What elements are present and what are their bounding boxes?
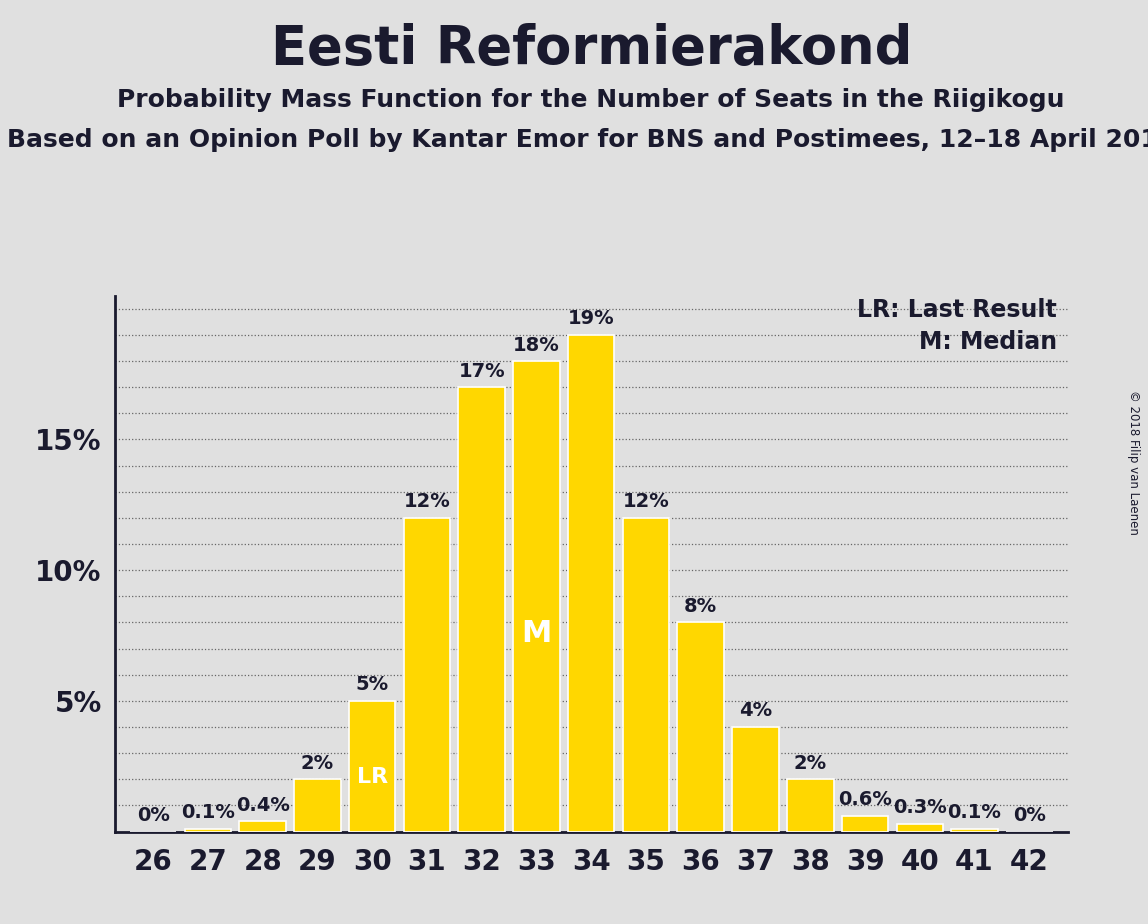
- Bar: [349, 701, 395, 832]
- Bar: [294, 779, 341, 832]
- Text: 19%: 19%: [568, 310, 614, 328]
- Bar: [185, 829, 231, 832]
- Text: 0.1%: 0.1%: [181, 804, 235, 822]
- Text: © 2018 Filip van Laenen: © 2018 Filip van Laenen: [1127, 390, 1140, 534]
- Text: 0.3%: 0.3%: [893, 798, 947, 817]
- Text: 0.4%: 0.4%: [235, 796, 289, 815]
- Bar: [458, 387, 505, 832]
- Text: 0.6%: 0.6%: [838, 790, 892, 809]
- Bar: [677, 623, 724, 832]
- Text: 2%: 2%: [793, 754, 827, 772]
- Bar: [513, 361, 560, 832]
- Text: M: M: [521, 619, 552, 649]
- Bar: [240, 821, 286, 832]
- Text: Eesti Reformierakond: Eesti Reformierakond: [271, 23, 912, 75]
- Text: 2%: 2%: [301, 754, 334, 772]
- Text: 0%: 0%: [137, 806, 170, 825]
- Bar: [568, 334, 614, 832]
- Text: 8%: 8%: [684, 597, 718, 616]
- Bar: [404, 517, 450, 832]
- Text: 12%: 12%: [622, 492, 669, 511]
- Text: Probability Mass Function for the Number of Seats in the Riigikogu: Probability Mass Function for the Number…: [117, 88, 1065, 112]
- Text: LR: Last Result: LR: Last Result: [856, 298, 1056, 322]
- Bar: [622, 517, 669, 832]
- Bar: [841, 816, 889, 832]
- Text: LR: LR: [357, 767, 388, 786]
- Text: M: Median: M: Median: [918, 330, 1056, 354]
- Text: 5%: 5%: [356, 675, 389, 694]
- Bar: [732, 727, 778, 832]
- Text: 18%: 18%: [513, 335, 560, 355]
- Bar: [897, 824, 943, 832]
- Bar: [952, 829, 998, 832]
- Text: 17%: 17%: [458, 361, 505, 381]
- Text: 0.1%: 0.1%: [947, 804, 1001, 822]
- Bar: [788, 779, 833, 832]
- Text: 12%: 12%: [404, 492, 450, 511]
- Text: 0%: 0%: [1013, 806, 1046, 825]
- Text: Based on an Opinion Poll by Kantar Emor for BNS and Postimees, 12–18 April 2018: Based on an Opinion Poll by Kantar Emor …: [7, 128, 1148, 152]
- Text: 4%: 4%: [739, 701, 773, 721]
